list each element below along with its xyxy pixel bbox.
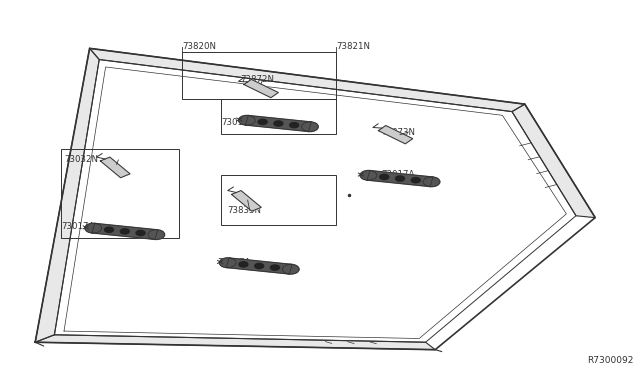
Circle shape: [239, 262, 248, 267]
Polygon shape: [378, 125, 413, 144]
Bar: [221, 175, 336, 225]
Circle shape: [423, 177, 440, 187]
Circle shape: [120, 229, 129, 234]
Text: 73017A: 73017A: [218, 258, 251, 267]
Polygon shape: [35, 48, 99, 342]
Circle shape: [301, 122, 318, 132]
Circle shape: [271, 265, 280, 270]
Circle shape: [104, 227, 113, 232]
Bar: [221, 99, 336, 134]
Bar: [182, 52, 336, 99]
Circle shape: [412, 177, 420, 183]
Polygon shape: [232, 190, 261, 211]
Polygon shape: [35, 335, 435, 350]
Circle shape: [290, 122, 299, 128]
Text: 73820N: 73820N: [182, 42, 216, 51]
Circle shape: [282, 264, 299, 274]
Text: 73032N: 73032N: [64, 155, 98, 164]
Circle shape: [239, 115, 255, 125]
Bar: [61, 149, 179, 238]
Circle shape: [360, 170, 377, 180]
Text: 73873N: 73873N: [381, 128, 415, 137]
Circle shape: [85, 223, 102, 233]
Text: 73821N: 73821N: [336, 42, 370, 51]
Polygon shape: [244, 79, 278, 98]
Circle shape: [380, 174, 388, 180]
Circle shape: [274, 121, 283, 126]
Circle shape: [396, 176, 404, 181]
Polygon shape: [227, 258, 292, 274]
Circle shape: [148, 230, 164, 240]
Circle shape: [255, 263, 264, 269]
Text: 73017A: 73017A: [381, 170, 414, 179]
Circle shape: [136, 230, 145, 235]
Text: 73017A: 73017A: [221, 118, 254, 127]
Polygon shape: [367, 171, 433, 186]
Text: R7300092: R7300092: [588, 356, 634, 365]
Circle shape: [220, 258, 236, 267]
Polygon shape: [90, 48, 525, 112]
Polygon shape: [246, 116, 311, 131]
Text: 73833N: 73833N: [227, 206, 261, 215]
Text: 73872N: 73872N: [240, 76, 274, 84]
Polygon shape: [100, 157, 130, 178]
Text: 73017A: 73017A: [61, 222, 94, 231]
Polygon shape: [512, 104, 595, 218]
Circle shape: [258, 119, 267, 125]
Polygon shape: [92, 224, 157, 239]
